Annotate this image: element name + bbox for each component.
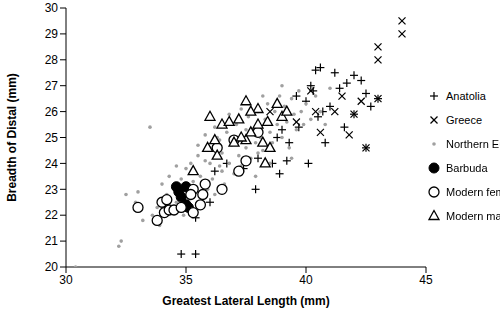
svg-text:23: 23 xyxy=(45,183,59,197)
svg-text:27: 27 xyxy=(45,79,59,93)
svg-text:28: 28 xyxy=(45,53,59,67)
svg-text:40: 40 xyxy=(299,273,313,287)
svg-text:30: 30 xyxy=(45,1,59,15)
svg-text:21: 21 xyxy=(45,234,59,248)
svg-text:29: 29 xyxy=(45,27,59,41)
svg-text:22: 22 xyxy=(45,208,59,222)
svg-text:20: 20 xyxy=(45,260,59,274)
html-text:Anatolia: Anatolia xyxy=(446,89,486,102)
svg-text:24: 24 xyxy=(45,157,59,171)
svg-text:35: 35 xyxy=(179,273,193,287)
html-text:Greece: Greece xyxy=(446,113,483,126)
svg-text:Breadth of Distal (mm): Breadth of Distal (mm) xyxy=(8,73,19,202)
svg-text:25: 25 xyxy=(45,131,59,145)
svg-text:30: 30 xyxy=(59,273,73,287)
html-text:Barbuda: Barbuda xyxy=(446,161,488,174)
svg-text:45: 45 xyxy=(419,273,433,287)
svg-text:Greatest Lateral Length (mm): Greatest Lateral Length (mm) xyxy=(162,294,329,308)
svg-text:26: 26 xyxy=(45,105,59,119)
